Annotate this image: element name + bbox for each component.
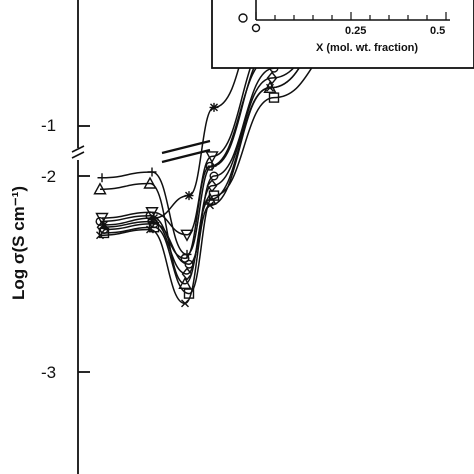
data-point-cross-x: [181, 299, 189, 308]
data-point-asterisk: [149, 213, 159, 223]
data-point-triangle-up: [178, 276, 192, 289]
data-point-asterisk: [99, 220, 109, 230]
data-point-triangle-down: [145, 207, 159, 220]
curve-break-mark: [161, 139, 211, 164]
inset-marker-open-circle: [238, 13, 248, 23]
main-axes: [71, 0, 90, 474]
y-tick-label: -3: [41, 363, 56, 382]
data-point-plus: [182, 249, 192, 259]
data-point-asterisk: [209, 102, 219, 112]
data-point-triangle-down: [95, 212, 109, 225]
data-point-square: [268, 92, 280, 103]
y-tick-label: -1: [41, 116, 56, 135]
series-line-triangle-down: [101, 0, 313, 236]
data-point-plus: [97, 173, 107, 183]
data-point-square: [148, 221, 160, 233]
data-point-diamond: [181, 267, 193, 281]
data-point-cross-x: [266, 83, 274, 92]
data-point-triangle-down: [180, 229, 194, 242]
data-point-square: [183, 288, 195, 299]
data-point-asterisk: [184, 191, 194, 201]
inset-ticks: [255, 12, 447, 20]
data-point-cross-x: [96, 231, 104, 240]
data-point-circle-open: [184, 259, 194, 269]
inset-tick-label: 0.5: [430, 25, 445, 37]
y-tick-label: -2: [41, 167, 56, 186]
data-point-cross-x: [206, 201, 214, 210]
data-point-circle-open: [209, 171, 219, 181]
data-point-triangle-up: [203, 192, 217, 205]
data-point-plus: [147, 167, 157, 177]
data-point-triangle-up: [143, 176, 157, 189]
data-point-diamond: [266, 71, 278, 85]
inset-marker-open-circle: [251, 23, 261, 33]
inset-tick-label: 0.25: [345, 25, 366, 37]
series-line-plus: [101, 0, 319, 256]
data-point-triangle-up: [263, 80, 277, 93]
y-axis-break-mark: [71, 145, 85, 159]
inset-x-axis-label: X (mol. wt. fraction): [316, 42, 418, 54]
series-line-circle-open: [103, 0, 352, 265]
data-point-triangle-up: [93, 182, 107, 195]
series-line-asterisk: [103, 0, 262, 226]
data-point-cross-x: [146, 225, 154, 234]
inset-panel: 0.25 0.5 X (mol. wt. fraction): [211, 0, 474, 69]
data-point-triangle-down: [205, 151, 219, 164]
y-axis-label: Log σ(S cm⁻¹): [9, 186, 28, 300]
series-line-circle-filled: [99, 0, 325, 260]
data-point-plus: [207, 161, 217, 171]
